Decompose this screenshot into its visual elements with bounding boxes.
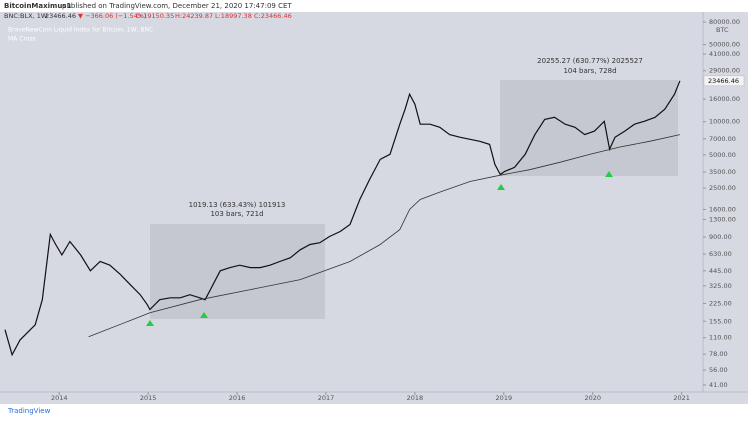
- measure-box: [150, 224, 325, 319]
- x-tick-label: 2016: [229, 394, 246, 402]
- annotation: 104 bars, 728d: [563, 67, 616, 75]
- x-tick-label: 2020: [584, 394, 601, 402]
- legend: MA Cross: [8, 36, 36, 43]
- y-tick-label: 3500.00: [709, 168, 736, 176]
- change: ▼ −366.06 (−1.54%): [78, 12, 147, 20]
- chart-bg: [0, 12, 748, 404]
- annotation: 1019.13 (633.43%) 101913: [189, 201, 286, 209]
- ohlc: H:24239.87: [175, 12, 213, 20]
- measure-box: [500, 80, 678, 176]
- y-tick-label: 5000.00: [709, 151, 736, 159]
- axis-unit: BTC: [716, 26, 729, 34]
- annotation: 20255.27 (630.77%) 2025527: [537, 57, 643, 65]
- legend: BraveNewCoin Liquid Index for Bitcoin, 1…: [8, 27, 153, 34]
- signal-arrow: [200, 312, 208, 318]
- ohlc: L:18997.38: [215, 12, 252, 20]
- signal-arrow: [146, 320, 154, 326]
- y-tick-label: 56.00: [709, 366, 728, 374]
- y-tick-label: 1300.00: [709, 215, 736, 223]
- y-tick-label: 900.00: [709, 233, 732, 241]
- y-tick-label: 445.00: [709, 267, 732, 275]
- y-tick-label: 630.00: [709, 250, 732, 258]
- y-tick-label: 2500.00: [709, 184, 736, 192]
- signal-arrow: [605, 171, 613, 177]
- price-tag: [703, 75, 745, 87]
- y-tick-label: 325.00: [709, 282, 732, 290]
- annotation: 103 bars, 721d: [210, 210, 263, 218]
- series-line: [4, 80, 681, 357]
- y-tick-label: 1600.00: [709, 205, 736, 213]
- footer-brand: TradingView: [7, 407, 51, 415]
- symbol: BNC:BLX, 1W: [4, 12, 48, 20]
- ohlc: O:19150.35: [136, 12, 174, 20]
- x-tick-label: 2017: [318, 394, 335, 402]
- y-tick-label: 50000.00: [709, 41, 740, 49]
- series-line: [88, 134, 680, 338]
- x-tick-label: 2015: [140, 394, 157, 402]
- y-tick-label: 110.00: [709, 334, 732, 342]
- y-tick-label: 78.00: [709, 350, 728, 358]
- price: 23466.46: [45, 12, 76, 20]
- x-tick-label: 2014: [51, 394, 68, 402]
- y-tick-label: 29000.00: [709, 67, 740, 75]
- x-tick-label: 2021: [673, 394, 690, 402]
- y-tick-label: 16000.00: [709, 95, 740, 103]
- y-tick-label: 7000.00: [709, 135, 736, 143]
- signal-arrow: [497, 184, 505, 190]
- x-tick-label: 2019: [496, 394, 513, 402]
- y-tick-label: 41.00: [709, 381, 728, 389]
- x-tick-label: 2018: [407, 394, 424, 402]
- y-tick-label: 10000.00: [709, 118, 740, 126]
- author: BitcoinMaximus1: [4, 2, 71, 10]
- published: published on TradingView.com, December 2…: [62, 2, 292, 10]
- y-tick-label: 155.00: [709, 317, 732, 325]
- price-tag-label: 23466.46: [708, 77, 739, 85]
- ohlc: C:23466.46: [254, 12, 292, 20]
- y-tick-label: 80000.00: [709, 18, 740, 26]
- y-tick-label: 225.00: [709, 299, 732, 307]
- y-tick-label: 41000.00: [709, 50, 740, 58]
